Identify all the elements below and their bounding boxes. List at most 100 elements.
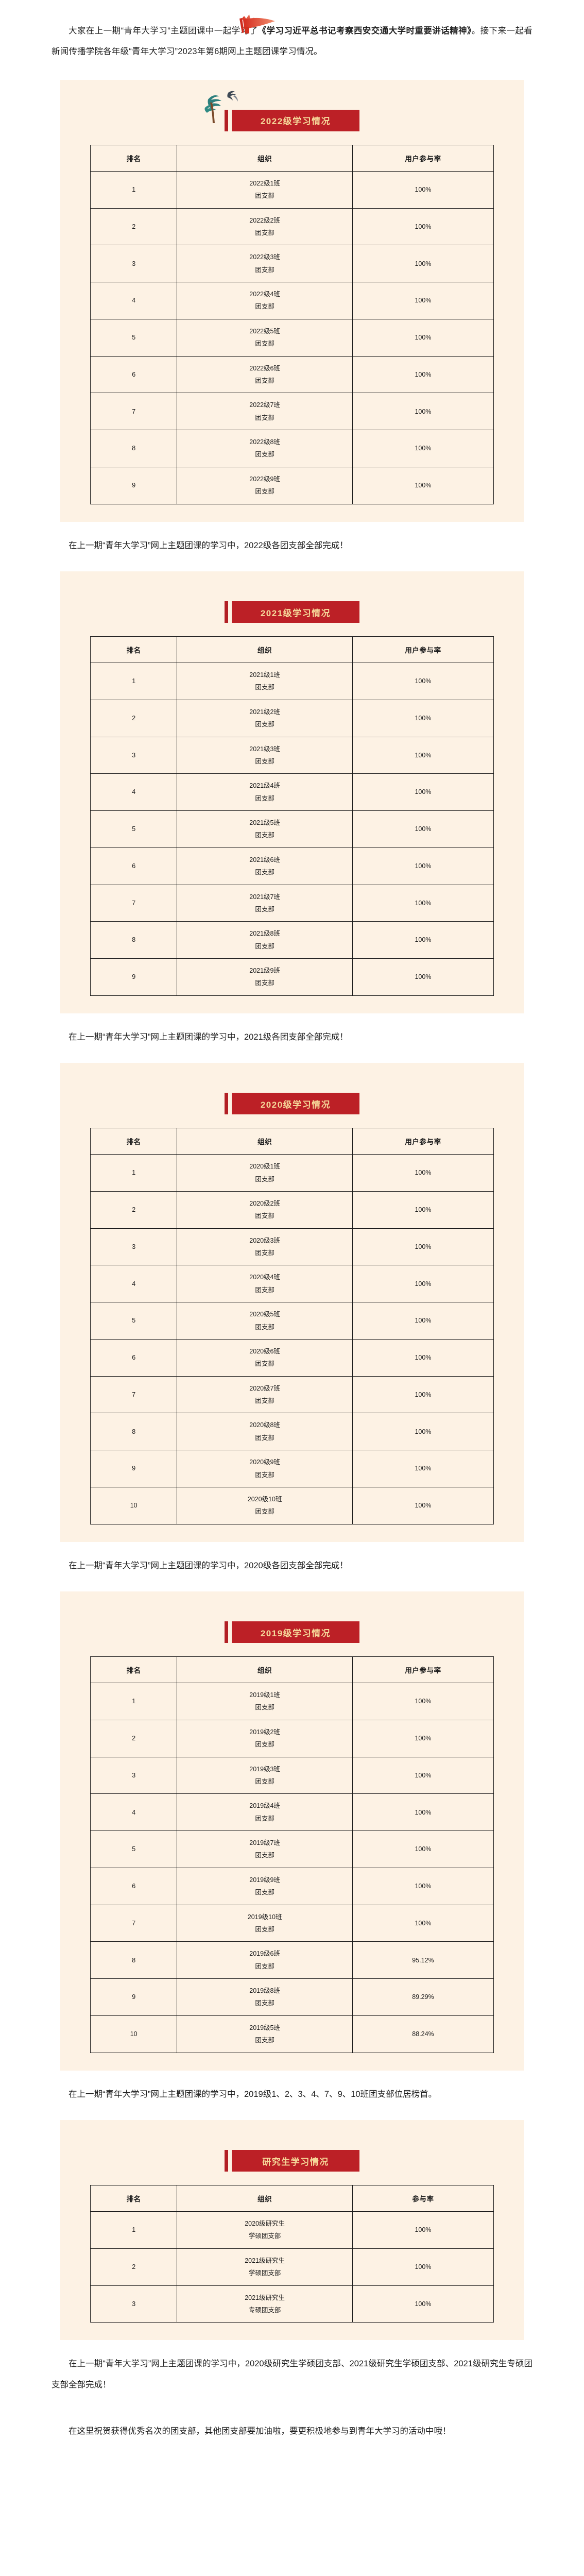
organization-line-2: 团支部 (255, 1889, 274, 1896)
organization-line-2: 团支部 (255, 1999, 274, 2007)
cell-participation-rate: 100% (352, 318, 494, 357)
organization-line-1: 2019级10班 (247, 1913, 282, 1921)
table-row: 3 2021级3班 团支部 100% (90, 736, 494, 774)
cell-rank: 9 (90, 958, 178, 996)
organization-line-1: 2022级3班 (249, 253, 281, 261)
cell-participation-rate: 100% (352, 466, 494, 504)
table-row: 1 2021级1班 团支部 100% (90, 663, 494, 700)
cell-organization: 2019级4班 团支部 (177, 1793, 353, 1832)
section-header: 2019级学习情况 (60, 1605, 524, 1643)
table-row: 4 2019级4班 团支部 100% (90, 1793, 494, 1832)
cell-rank: 3 (90, 2285, 178, 2323)
cell-organization: 2022级7班 团支部 (177, 393, 353, 431)
table-row: 6 2022级6班 团支部 100% (90, 355, 494, 394)
section-note-grade-2020: 在上一期“青年大学习”网上主题团课的学习中，2020级各团支部全部完成！ (0, 1541, 584, 1592)
column-header-org: 组织 (177, 1656, 353, 1684)
organization-line-1: 2021级7班 (249, 893, 281, 901)
organization-line-2: 团支部 (255, 942, 274, 950)
closing-paragraph: 在这里祝贺获得优秀名次的团支部，其他团支部要加油啦，要更积极地参与到青年大学习的… (68, 2427, 451, 2436)
cell-participation-rate: 100% (352, 1191, 494, 1229)
table-header-row: 排名 组织 用户参与率 (90, 1128, 494, 1155)
cell-participation-rate: 100% (352, 393, 494, 431)
cell-rank: 2 (90, 208, 178, 246)
cell-participation-rate: 100% (352, 1904, 494, 1942)
section-header: 2020级学习情况 (60, 1076, 524, 1115)
cell-rank: 1 (90, 1683, 178, 1720)
organization-line-1: 2020级7班 (249, 1384, 281, 1392)
cell-rank: 7 (90, 1376, 178, 1414)
table-row: 5 2021级5班 团支部 100% (90, 810, 494, 848)
organization-line-1: 2020级4班 (249, 1274, 281, 1281)
column-header-rate: 用户参与率 (352, 1656, 494, 1684)
organization-line-1: 2021级1班 (249, 671, 281, 679)
cell-rank: 3 (90, 1756, 178, 1794)
cell-organization: 2020级研究生 学硕团支部 (177, 2211, 353, 2249)
organization-line-2: 团支部 (255, 757, 274, 765)
section-card-grade-2022: 2022级学习情况 排名 组织 用户参与率 1 2022级1班 团支部 100% 2 2022级2… (60, 79, 524, 522)
organization-line-2: 团支部 (255, 721, 274, 728)
organization-line-2: 团支部 (255, 1777, 274, 1785)
cell-rank: 10 (90, 2015, 178, 2053)
cell-rank: 2 (90, 1719, 178, 1757)
table-row: 7 2020级7班 团支部 100% (90, 1376, 494, 1414)
column-header-org: 组织 (177, 144, 353, 172)
table-row: 1 2020级研究生 学硕团支部 100% (90, 2211, 494, 2249)
section-title-badge: 2019级学习情况 (225, 1621, 359, 1643)
organization-line-1: 2020级1班 (249, 1163, 281, 1171)
cell-participation-rate: 100% (352, 1154, 494, 1192)
ranking-table: 排名 组织 用户参与率 1 2020级1班 团支部 100% 2 2020级2班 团支部 100% 3… (90, 1128, 494, 1524)
organization-line-1: 2022级8班 (249, 438, 281, 446)
cell-organization: 2020级1班 团支部 (177, 1154, 353, 1192)
section-title-text: 2019级学习情况 (232, 1621, 359, 1643)
table-row: 1 2022级1班 团支部 100% (90, 171, 494, 209)
column-header-rank: 排名 (90, 636, 178, 664)
table-row: 3 2020级3班 团支部 100% (90, 1228, 494, 1266)
organization-line-2: 学硕团支部 (248, 2269, 281, 2277)
cell-participation-rate: 100% (352, 1719, 494, 1757)
cell-rank: 6 (90, 1867, 178, 1905)
organization-line-2: 团支部 (255, 1815, 274, 1822)
cell-organization: 2022级9班 团支部 (177, 466, 353, 504)
table-row: 3 2021级研究生 专硕团支部 100% (90, 2285, 494, 2323)
cell-participation-rate: 100% (352, 1265, 494, 1303)
table-row: 6 2021级6班 团支部 100% (90, 847, 494, 885)
cell-rank: 4 (90, 1265, 178, 1303)
cell-rank: 1 (90, 2211, 178, 2249)
organization-line-1: 2019级9班 (249, 1876, 281, 1884)
cell-rank: 5 (90, 1831, 178, 1868)
cell-participation-rate: 100% (352, 810, 494, 848)
cell-organization: 2022级4班 团支部 (177, 282, 353, 319)
section-title-text: 2022级学习情况 (232, 109, 359, 131)
organization-line-2: 团支部 (255, 905, 274, 913)
cell-participation-rate: 100% (352, 245, 494, 283)
badge-accent-bar (225, 601, 228, 623)
organization-line-1: 2021级研究生 (245, 2294, 285, 2301)
table-row: 2 2021级研究生 学硕团支部 100% (90, 2248, 494, 2286)
cell-rank: 8 (90, 1941, 178, 1979)
organization-line-2: 团支部 (255, 832, 274, 839)
cell-organization: 2020级4班 团支部 (177, 1265, 353, 1303)
cell-organization: 2020级6班 团支部 (177, 1338, 353, 1377)
organization-line-2: 团支部 (255, 229, 274, 236)
section-header: 2022级学习情况 (60, 91, 524, 131)
column-header-org: 组织 (177, 636, 353, 664)
organization-line-2: 团支部 (255, 1471, 274, 1479)
organization-line-2: 团支部 (255, 1925, 274, 1933)
cell-rank: 6 (90, 1338, 178, 1377)
cell-organization: 2021级研究生 学硕团支部 (177, 2248, 353, 2286)
cell-organization: 2020级8班 团支部 (177, 1413, 353, 1451)
cell-organization: 2022级3班 团支部 (177, 245, 353, 283)
cell-organization: 2021级6班 团支部 (177, 847, 353, 885)
section-note-text: 在上一期“青年大学习”网上主题团课的学习中，2021级各团支部全部完成！ (68, 1032, 348, 1042)
organization-line-2: 团支部 (255, 794, 274, 802)
organization-line-1: 2020级6班 (249, 1347, 281, 1355)
organization-line-1: 2021级6班 (249, 856, 281, 863)
cell-rank: 9 (90, 1978, 178, 2016)
section-title-badge: 2021级学习情况 (225, 601, 359, 623)
organization-line-2: 团支部 (255, 1741, 274, 1749)
cell-rank: 4 (90, 282, 178, 319)
section-note-grade-2022: 在上一期“青年大学习”网上主题团课的学习中，2022级各团支部全部完成！ (0, 521, 584, 572)
cell-organization: 2021级5班 团支部 (177, 810, 353, 848)
section-title-badge: 2020级学习情况 (225, 1093, 359, 1115)
table-row: 8 2020级8班 团支部 100% (90, 1413, 494, 1451)
